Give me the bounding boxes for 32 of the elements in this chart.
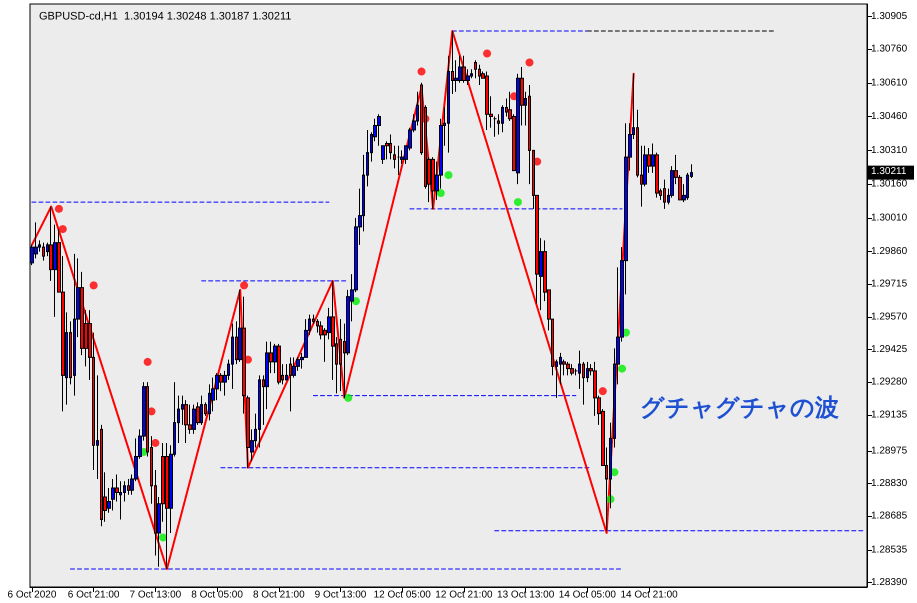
y-tick-label: 1.30160	[871, 178, 908, 190]
x-tick-label: 13 Oct 13:00	[497, 590, 555, 600]
text: GBPUSD-cd,H1 1.30194 1.30248 1.30187 1.30211	[39, 10, 292, 22]
annotation: グチャグチャの波	[640, 394, 839, 422]
y-tick-label: 1.30760	[871, 44, 908, 55]
x-tick-label: 14 Oct 05:00	[558, 590, 616, 600]
y-tick-label: 1.29860	[871, 246, 908, 258]
y-tick-label: 1.28390	[871, 577, 908, 588]
x-tick-label: 8 Oct 21:00	[252, 590, 306, 600]
y-tick-label: 1.29570	[871, 311, 908, 322]
y-tick-label: 1.28830	[871, 478, 908, 489]
x-tick-label: 7 Oct 13:00	[130, 590, 182, 600]
y-tick-label: 1.30460	[871, 111, 908, 122]
y-tick-label: 1.30010	[871, 212, 908, 224]
x-tick-label: 6 Oct 2020	[7, 590, 57, 600]
y-tick-label: 1.28685	[871, 510, 908, 522]
x-tick-label: 8 Oct 05:00	[191, 590, 244, 600]
y-tick-label: 1.29715	[871, 278, 908, 290]
text: 1.30211	[871, 166, 907, 178]
y-tick-label: 1.30310	[871, 144, 908, 156]
y-tick-label: 1.30610	[871, 77, 908, 88]
x-tick-label: 9 Oct 13:00	[314, 590, 367, 600]
y-tick-label: 1.29135	[871, 409, 908, 420]
y-tick-label: 1.30905	[871, 10, 908, 22]
x-tick-label: 12 Oct 21:00	[435, 590, 493, 600]
y-tick-label: 1.29280	[871, 376, 908, 388]
x-tick-label: 6 Oct 21:00	[68, 590, 120, 600]
y-tick-label: 1.28975	[871, 445, 908, 456]
x-tick-label: 14 Oct 21:00	[620, 590, 678, 600]
y-tick-label: 1.28535	[871, 544, 908, 556]
y-tick-label: 1.29425	[871, 344, 908, 356]
x-tick-label: 12 Oct 05:00	[374, 590, 432, 600]
